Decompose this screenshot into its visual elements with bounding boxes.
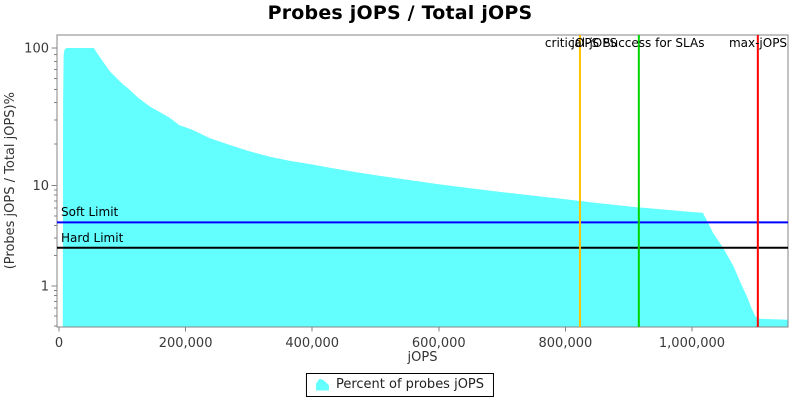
x-tick-label: 1,000,000 — [659, 336, 725, 351]
y-axis-title-wrap: (Probes jOPS / Total jOPS)% — [1, 35, 19, 327]
y-tick-label: 1 — [41, 280, 49, 295]
hard-limit-label: Hard Limit — [61, 231, 124, 245]
x-tick-label: 200,000 — [159, 336, 213, 351]
x-tick-label: 0 — [55, 336, 63, 351]
x-tick-label: 800,000 — [539, 336, 593, 351]
x-tick-label: 600,000 — [412, 336, 466, 351]
critical-jops-label: critical-jOPS — [544, 36, 618, 50]
max-jops-label: max-jOPS — [728, 36, 788, 50]
y-tick-label: 10 — [32, 179, 49, 194]
x-axis-title: jOPS — [407, 350, 438, 365]
y-axis-title: (Probes jOPS / Total jOPS)% — [2, 92, 18, 270]
soft-limit-label: Soft Limit — [61, 205, 119, 219]
sla-success-label: jOPS Success for SLAs — [571, 36, 705, 50]
x-tick-label: 400,000 — [285, 336, 339, 351]
probes-area-series — [62, 48, 789, 327]
plot-border — [56, 34, 789, 328]
y-tick-label: 100 — [24, 42, 49, 57]
legend-label: Percent of probes jOPS — [335, 377, 485, 392]
legend: Percent of probes jOPS — [305, 373, 495, 397]
chart-title: Probes jOPS / Total jOPS — [267, 2, 533, 24]
area-swatch-icon — [315, 378, 329, 391]
